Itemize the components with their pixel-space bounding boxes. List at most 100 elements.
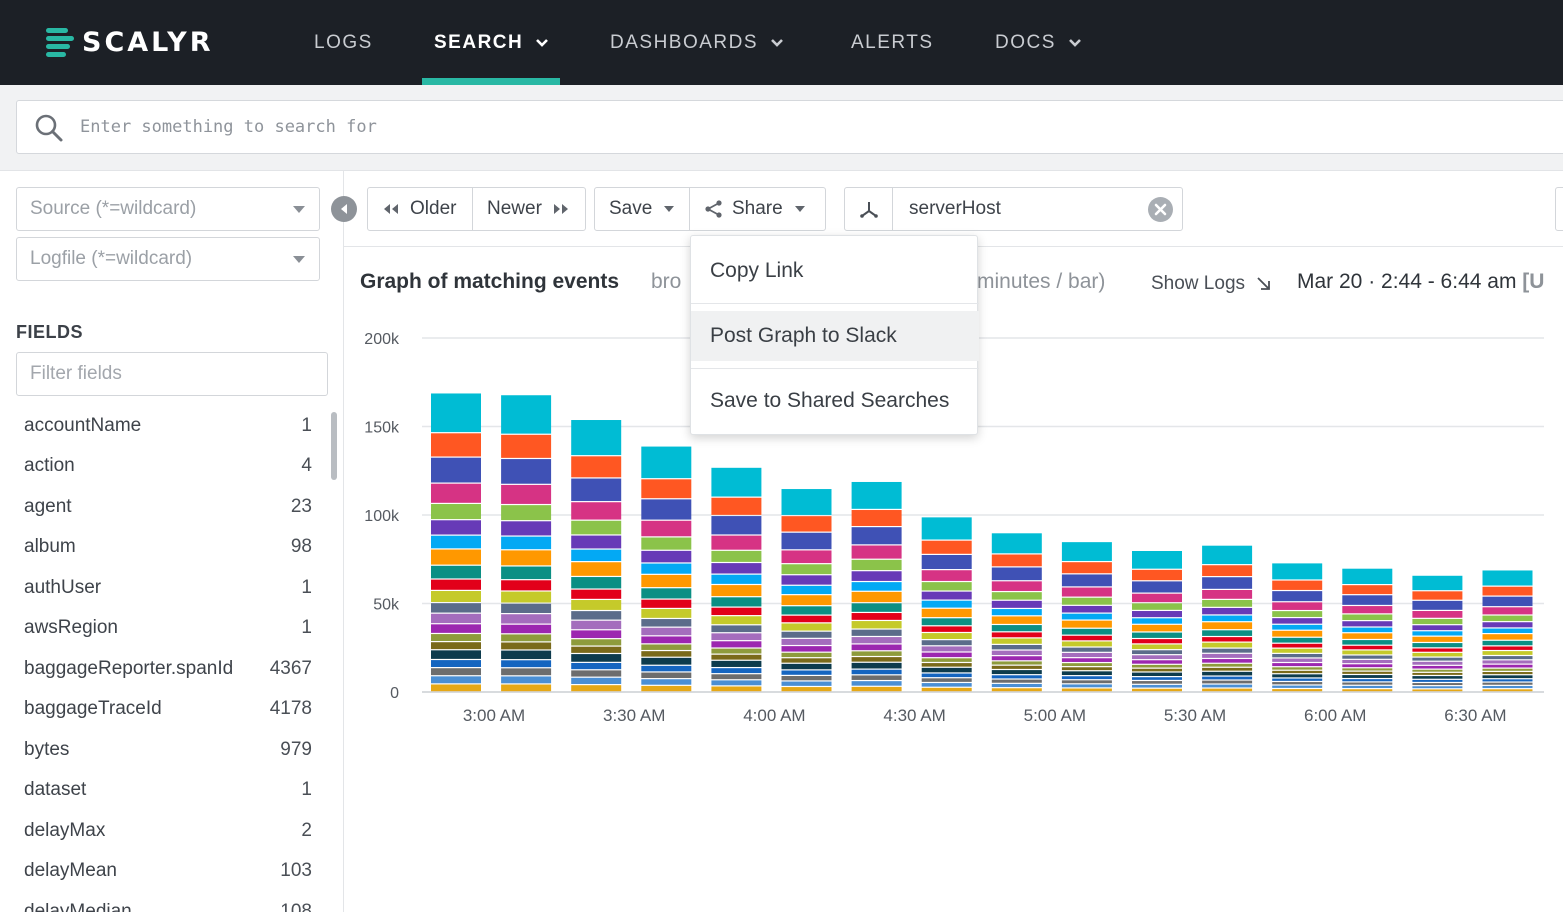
y-tick-label: 150k	[364, 420, 400, 437]
scalyr-logo[interactable]: SCALYR	[46, 24, 214, 60]
menu-item-copy-link[interactable]: Copy Link	[691, 246, 979, 296]
bar-segment	[991, 592, 1042, 600]
field-row[interactable]: baggageTraceId 4178	[24, 694, 312, 724]
bar-segment	[921, 646, 972, 652]
field-row[interactable]: dataset 1	[24, 775, 312, 805]
bar-segment	[431, 535, 481, 549]
breakdown-field[interactable]: serverHost	[844, 187, 1183, 231]
bar-segment	[851, 545, 902, 559]
filter-fields-input[interactable]	[16, 352, 328, 396]
field-row[interactable]: delayMean 103	[24, 856, 312, 886]
field-count: 4367	[269, 658, 312, 679]
show-logs-label: Show Logs	[1151, 273, 1246, 294]
bar-segment	[431, 660, 481, 668]
bar-segment	[1272, 602, 1323, 610]
bar-segment	[571, 577, 622, 589]
bar-segment	[1482, 685, 1533, 689]
collapse-sidebar-button[interactable]	[331, 196, 357, 222]
bar-segment	[711, 680, 762, 686]
events-chart[interactable]: 200k 150k 100k 50k 0 3:00 AM 3:30 AM 4:00 AM 4:3…	[344, 318, 1563, 738]
bar-segment	[1482, 675, 1533, 679]
save-button[interactable]: Save	[595, 188, 690, 230]
bar-segment	[781, 663, 832, 670]
bar-segment	[1061, 688, 1112, 692]
clear-icon[interactable]	[1148, 197, 1173, 222]
bar-segment	[1482, 689, 1533, 692]
bar-segment	[1132, 664, 1182, 668]
field-name: authUser	[24, 577, 102, 598]
field-row[interactable]: awsRegion 1	[24, 613, 312, 643]
bar-segment	[431, 457, 481, 483]
share-button[interactable]: Share	[690, 188, 825, 230]
menu-item-save-shared[interactable]: Save to Shared Searches	[691, 376, 979, 426]
search-input[interactable]	[80, 114, 1480, 140]
bar-segment	[991, 688, 1042, 692]
graph-subtitle-left: bro	[651, 270, 682, 293]
older-button[interactable]: Older	[368, 188, 473, 230]
field-row[interactable]: album 98	[24, 532, 312, 562]
field-count: 23	[290, 496, 312, 517]
field-row[interactable]: authUser 1	[24, 573, 312, 603]
bar-segment	[781, 615, 832, 623]
field-count: 1	[301, 617, 312, 638]
sidebar-scrollbar[interactable]	[331, 412, 337, 480]
nav-search[interactable]: SEARCH	[434, 0, 549, 85]
bar-segment	[641, 672, 692, 679]
bar-segment	[571, 589, 622, 599]
share-menu: Copy Link Post Graph to Slack Save to Sh…	[690, 235, 979, 435]
bar-segment	[501, 624, 552, 634]
bar-segment	[921, 618, 972, 626]
bar-segment	[1202, 671, 1253, 676]
nav-alerts[interactable]: ALERTS	[851, 0, 934, 85]
bar-segment	[1342, 689, 1393, 692]
field-row[interactable]: action 4	[24, 451, 312, 481]
top-nav: SCALYR LOGS SEARCH DASHBOARDS ALERTS DOC…	[0, 0, 1563, 85]
bar-segment	[1061, 658, 1112, 662]
bar-segment	[571, 535, 622, 549]
bar-segment	[1202, 642, 1253, 648]
bar-segment	[501, 484, 552, 504]
breakdown-button[interactable]	[845, 188, 893, 230]
overflow-button[interactable]	[1555, 187, 1563, 231]
field-row[interactable]: agent 23	[24, 492, 312, 522]
source-select[interactable]: Source (*=wildcard)	[16, 187, 320, 231]
bar-segment	[501, 614, 552, 624]
nav-logs[interactable]: LOGS	[314, 0, 373, 85]
bar-segment	[1342, 655, 1393, 659]
nav-dashboards[interactable]: DASHBOARDS	[610, 0, 784, 85]
bar-segment	[1272, 670, 1323, 674]
show-logs-link[interactable]: Show Logs	[1151, 273, 1273, 295]
x-tick-label: 3:00 AM	[463, 706, 525, 725]
bar-segment	[501, 550, 552, 566]
bar-segment	[991, 533, 1042, 554]
field-row[interactable]: accountName 1	[24, 411, 312, 441]
field-row[interactable]: delayMedian 108	[24, 897, 312, 912]
bar-segment	[1412, 611, 1463, 618]
bar-segment	[1132, 551, 1182, 569]
nav-alerts-label: ALERTS	[851, 31, 934, 53]
bar-segment	[1342, 664, 1393, 668]
bar-segment	[991, 683, 1042, 688]
bar-segment	[851, 621, 902, 629]
bar-segment	[431, 650, 481, 659]
bar-segment	[921, 608, 972, 618]
bar-segment	[1061, 667, 1112, 671]
older-label: Older	[410, 198, 457, 219]
newer-button[interactable]: Newer	[473, 188, 585, 230]
close-icon	[1154, 203, 1167, 216]
bar-segment	[501, 668, 552, 676]
bar-segment	[501, 566, 552, 580]
field-count: 979	[280, 739, 312, 760]
bar-segment	[851, 582, 902, 591]
time-range[interactable]: Mar 20 · 2:44 - 6:44 am [U	[1297, 270, 1544, 294]
logfile-select[interactable]: Logfile (*=wildcard)	[16, 237, 320, 281]
field-row[interactable]: baggageReporter.spanId 4367	[24, 654, 312, 684]
menu-item-post-to-slack[interactable]: Post Graph to Slack	[691, 311, 979, 361]
bar-segment	[781, 638, 832, 645]
newer-label: Newer	[487, 198, 542, 219]
nav-docs[interactable]: DOCS	[995, 0, 1082, 85]
field-row[interactable]: bytes 979	[24, 735, 312, 765]
bar-segment	[1272, 630, 1323, 637]
source-select-placeholder: Source (*=wildcard)	[30, 198, 197, 219]
field-row[interactable]: delayMax 2	[24, 816, 312, 846]
